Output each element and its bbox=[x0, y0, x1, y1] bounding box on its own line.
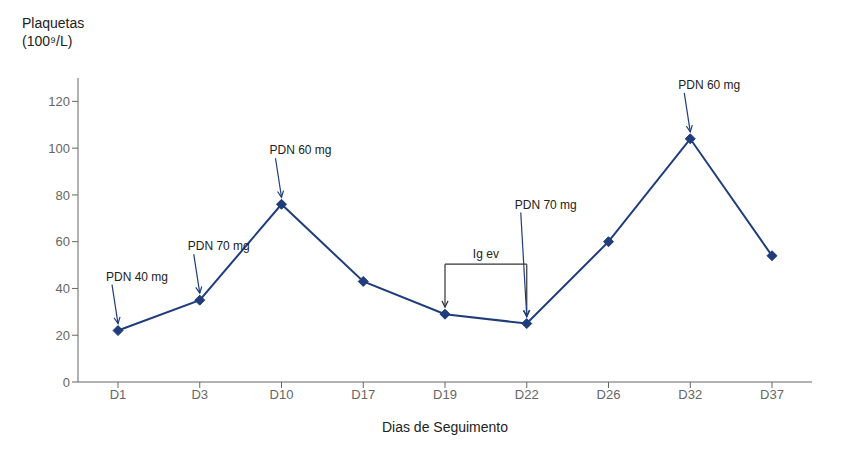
svg-text:D17: D17 bbox=[351, 387, 375, 402]
svg-text:120: 120 bbox=[48, 94, 70, 109]
svg-text:PDN 60 mg: PDN 60 mg bbox=[678, 78, 740, 92]
svg-text:PDN 70 mg: PDN 70 mg bbox=[515, 198, 577, 212]
svg-text:D19: D19 bbox=[433, 387, 457, 402]
svg-text:D3: D3 bbox=[191, 387, 208, 402]
svg-text:D32: D32 bbox=[678, 387, 702, 402]
svg-text:0: 0 bbox=[63, 375, 70, 390]
html-text:(100⁹/L): (100⁹/L) bbox=[22, 33, 73, 49]
svg-text:80: 80 bbox=[56, 188, 70, 203]
svg-text:Dias de Seguimento: Dias de Seguimento bbox=[382, 419, 508, 435]
svg-text:60: 60 bbox=[56, 234, 70, 249]
svg-text:40: 40 bbox=[56, 281, 70, 296]
svg-text:PDN 70 mg: PDN 70 mg bbox=[188, 239, 250, 253]
svg-text:D37: D37 bbox=[760, 387, 784, 402]
svg-text:D10: D10 bbox=[270, 387, 294, 402]
svg-text:20: 20 bbox=[56, 328, 70, 343]
svg-text:PDN 40 mg: PDN 40 mg bbox=[106, 270, 168, 284]
svg-text:D22: D22 bbox=[515, 387, 539, 402]
svg-text:D26: D26 bbox=[597, 387, 621, 402]
svg-text:100: 100 bbox=[48, 141, 70, 156]
svg-text:Ig ev: Ig ev bbox=[473, 247, 499, 261]
html-text:Plaquetas: Plaquetas bbox=[22, 15, 85, 31]
svg-text:PDN 60 mg: PDN 60 mg bbox=[270, 143, 332, 157]
svg-text:D1: D1 bbox=[110, 387, 127, 402]
